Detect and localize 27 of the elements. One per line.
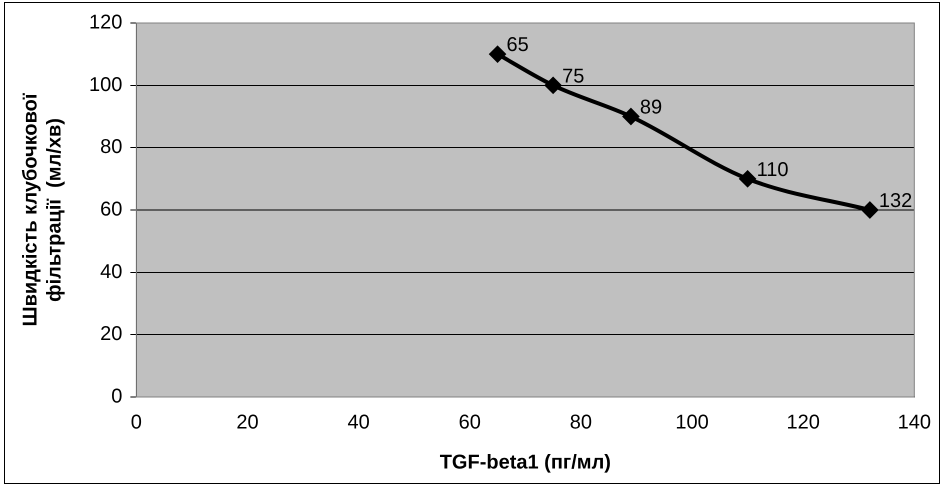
y-tick-label: 120 (88, 12, 122, 34)
x-tick-label: 0 (130, 412, 142, 434)
point (740, 170, 756, 187)
annotation: 75 (562, 65, 584, 88)
y-axis-title: Швидкість клубочкової фільтрації (мл/хв) (20, 93, 66, 327)
x-tick-label: 100 (675, 412, 709, 434)
x-tick-label: 140 (898, 412, 932, 434)
annotation: 132 (878, 190, 912, 212)
annotation: 110 (756, 158, 789, 181)
annotation: 65 (506, 34, 529, 56)
point (545, 77, 562, 94)
y-tick-label: 80 (100, 136, 122, 158)
x-tick-label: 80 (570, 412, 592, 434)
x-tick-label: 60 (458, 412, 481, 434)
point (862, 202, 878, 218)
point (490, 46, 506, 62)
x-tick-label: 40 (348, 412, 370, 434)
annotation: 89 (640, 96, 662, 118)
y-tick-label: 20 (100, 323, 122, 346)
y-tick-label: 60 (100, 198, 122, 221)
y-tick-label: 100 (88, 74, 122, 96)
point (622, 108, 639, 124)
x-tick-label: 20 (236, 412, 259, 434)
x-axis-title: TGF-beta1 (пг/мл) (440, 452, 611, 474)
x-tick-label: 120 (786, 412, 820, 434)
y-tick-label: 40 (100, 260, 122, 283)
y-tick-label: 0 (111, 386, 122, 408)
